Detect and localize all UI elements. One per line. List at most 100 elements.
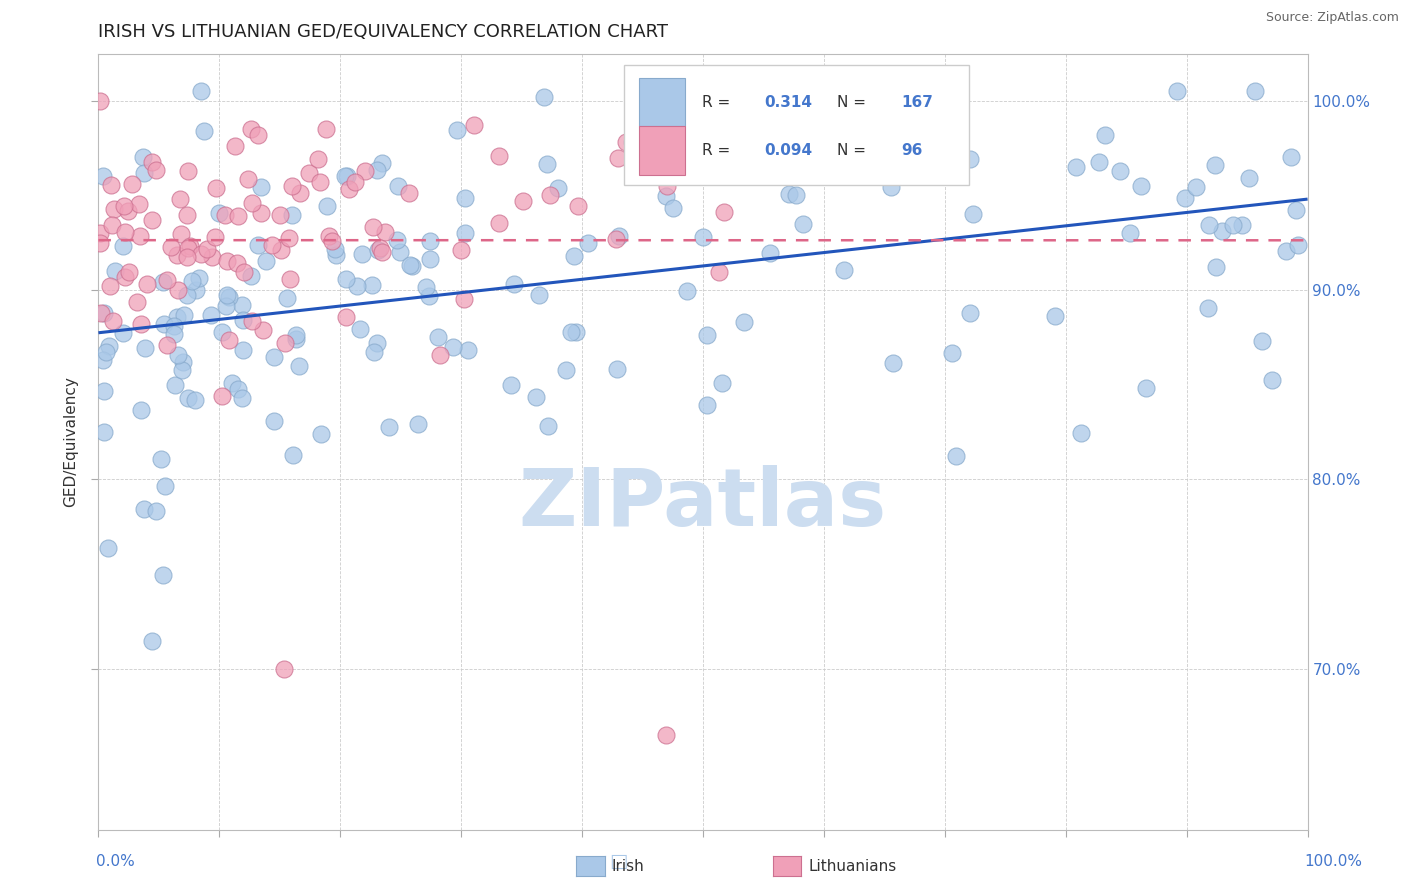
- Point: [882, 356, 904, 370]
- Point: [114, 225, 136, 239]
- Point: [770, 139, 793, 153]
- Point: [152, 275, 174, 289]
- Point: [169, 192, 191, 206]
- Point: [346, 278, 368, 293]
- Point: [285, 328, 308, 343]
- FancyBboxPatch shape: [638, 78, 685, 127]
- Point: [176, 208, 198, 222]
- Text: Source: ZipAtlas.com: Source: ZipAtlas.com: [1265, 11, 1399, 24]
- Point: [183, 393, 205, 408]
- Point: [1274, 244, 1296, 258]
- Point: [363, 345, 385, 359]
- Point: [367, 243, 389, 257]
- Point: [273, 662, 295, 676]
- Point: [945, 449, 967, 463]
- Text: 96: 96: [901, 143, 922, 158]
- Point: [218, 333, 240, 347]
- Point: [503, 277, 526, 292]
- Text: N =: N =: [837, 143, 872, 158]
- Point: [167, 348, 190, 362]
- Point: [1109, 164, 1132, 178]
- Point: [156, 338, 179, 352]
- Point: [176, 288, 198, 302]
- Point: [240, 122, 263, 136]
- Point: [748, 155, 770, 169]
- Point: [136, 277, 159, 291]
- Point: [276, 291, 298, 305]
- Point: [121, 177, 143, 191]
- Point: [1119, 226, 1142, 240]
- Point: [89, 226, 111, 240]
- Point: [163, 319, 186, 334]
- Point: [211, 325, 233, 339]
- Point: [1070, 425, 1092, 440]
- Point: [211, 389, 233, 403]
- Point: [201, 250, 224, 264]
- Point: [214, 207, 236, 221]
- Point: [281, 208, 304, 222]
- Point: [713, 205, 735, 219]
- Point: [374, 225, 396, 239]
- Point: [170, 227, 193, 241]
- Point: [450, 244, 472, 258]
- Point: [370, 241, 392, 255]
- Point: [278, 272, 301, 286]
- Point: [93, 425, 115, 439]
- Point: [307, 153, 329, 167]
- Point: [167, 283, 190, 297]
- Point: [160, 239, 183, 253]
- Point: [103, 202, 125, 216]
- Point: [1173, 191, 1195, 205]
- Point: [221, 376, 243, 391]
- Point: [283, 448, 305, 462]
- Point: [190, 247, 212, 261]
- Text: 100.0%: 100.0%: [1303, 855, 1362, 869]
- Text: Irish: Irish: [612, 859, 644, 873]
- Point: [112, 239, 135, 253]
- Point: [215, 254, 238, 268]
- Point: [538, 188, 561, 202]
- Point: [1239, 171, 1261, 186]
- Point: [441, 340, 464, 354]
- Point: [166, 310, 188, 324]
- Text: 0.314: 0.314: [765, 95, 813, 110]
- Point: [1286, 238, 1309, 252]
- Point: [309, 427, 332, 442]
- Point: [655, 728, 678, 742]
- Point: [240, 268, 263, 283]
- Point: [129, 317, 152, 331]
- Point: [231, 298, 253, 312]
- Point: [453, 292, 475, 306]
- Point: [361, 277, 384, 292]
- Point: [759, 246, 782, 260]
- Point: [91, 353, 114, 368]
- Point: [315, 122, 337, 136]
- Point: [318, 229, 340, 244]
- Point: [894, 87, 917, 102]
- Point: [217, 288, 239, 302]
- Point: [1094, 128, 1116, 143]
- Point: [274, 335, 297, 350]
- Point: [323, 243, 346, 257]
- Point: [1088, 155, 1111, 169]
- Point: [153, 479, 176, 493]
- Point: [195, 243, 218, 257]
- Point: [263, 350, 285, 364]
- Text: 0.094: 0.094: [765, 143, 813, 158]
- Point: [187, 271, 209, 285]
- Point: [446, 123, 468, 137]
- Point: [252, 323, 274, 337]
- Point: [419, 252, 441, 267]
- Point: [325, 248, 347, 262]
- Point: [354, 164, 377, 178]
- Point: [1043, 309, 1066, 323]
- Point: [226, 209, 249, 223]
- Point: [733, 315, 755, 329]
- Point: [250, 206, 273, 220]
- Point: [661, 202, 683, 216]
- Point: [576, 236, 599, 251]
- Point: [204, 230, 226, 244]
- Point: [1197, 301, 1219, 316]
- Point: [250, 179, 273, 194]
- Text: 167: 167: [901, 95, 934, 110]
